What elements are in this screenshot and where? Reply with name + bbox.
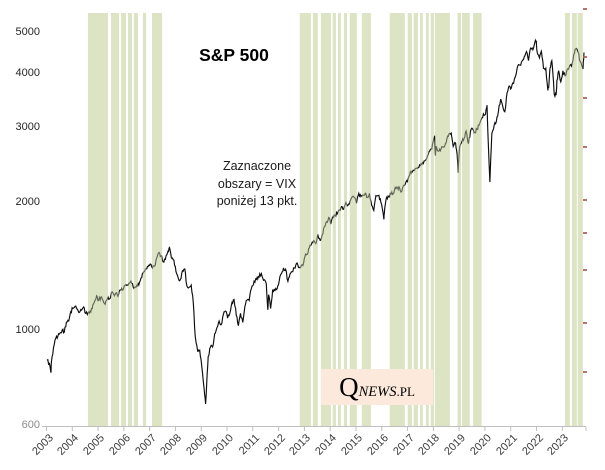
- annotation-line-3: poniżej 13 pkt.: [216, 194, 298, 208]
- vix-band: [349, 13, 357, 426]
- vix-band: [332, 13, 336, 426]
- vix-band: [133, 13, 138, 426]
- vix-band: [361, 13, 371, 426]
- vix-band: [413, 13, 418, 426]
- vix-band: [111, 13, 119, 426]
- right-axis-mark: [583, 371, 587, 373]
- chart-title: S&P 500: [199, 45, 269, 65]
- annotation-vix-note: Zaznaczone obszary = VIX poniżej 13 pkt.: [198, 158, 316, 211]
- vix-band: [571, 13, 577, 426]
- vix-band: [143, 13, 147, 426]
- y-tick-label-2000: 2000: [15, 195, 40, 208]
- vix-band: [420, 13, 423, 426]
- y-tick-label-600: 600: [21, 419, 40, 431]
- vix-band: [473, 13, 482, 426]
- vix-band: [121, 13, 126, 426]
- vix-band: [133, 13, 138, 426]
- right-axis-mark: [583, 232, 587, 234]
- vix-band: [462, 13, 470, 426]
- y-tick-label-1000: 1000: [15, 324, 40, 337]
- vix-bands: [88, 13, 583, 426]
- vix-band: [312, 13, 318, 426]
- vix-band: [111, 13, 119, 426]
- vix-band: [425, 13, 429, 426]
- vix-band: [462, 13, 470, 426]
- vix-band: [338, 13, 341, 426]
- vix-band: [143, 13, 147, 426]
- right-axis-mark: [583, 56, 587, 58]
- vix-band: [299, 13, 311, 426]
- vix-band: [332, 13, 336, 426]
- right-axis-mark: [583, 8, 587, 10]
- right-axis-mark: [583, 199, 587, 201]
- y-tick-label-4000: 4000: [15, 67, 40, 80]
- vix-band: [299, 13, 311, 426]
- vix-band: [343, 13, 347, 426]
- vix-band: [577, 13, 583, 426]
- vix-band: [389, 13, 405, 426]
- vix-band: [88, 13, 108, 426]
- vix-band: [312, 13, 318, 426]
- vix-band: [343, 13, 347, 426]
- vix-band: [88, 13, 108, 426]
- vix-band: [407, 13, 412, 426]
- vix-band: [128, 13, 132, 426]
- vix-band: [430, 13, 434, 426]
- right-axis-mark: [583, 322, 587, 324]
- x-axis: [42, 426, 587, 431]
- right-axis-mark: [583, 269, 587, 271]
- watermark-q: Q: [339, 372, 359, 402]
- vix-band: [430, 13, 434, 426]
- vix-band: [571, 13, 577, 426]
- vix-band: [407, 13, 412, 426]
- vix-band: [564, 13, 570, 426]
- vix-band: [320, 13, 331, 426]
- vix-band: [577, 13, 583, 426]
- vix-band: [425, 13, 429, 426]
- watermark-news: NEWS: [358, 384, 397, 400]
- vix-band: [361, 13, 371, 426]
- vix-band: [473, 13, 482, 426]
- vix-band: [564, 13, 570, 426]
- watermark-pl: .PL: [396, 384, 415, 399]
- vix-bands-tint-overlay: [88, 13, 583, 426]
- vix-band: [338, 13, 341, 426]
- y-tick-label-3000: 3000: [15, 120, 40, 133]
- vix-band: [152, 13, 163, 426]
- y-tick-label-5000: 5000: [15, 25, 40, 38]
- vix-band: [349, 13, 357, 426]
- vix-band: [457, 13, 461, 426]
- annotation-line-2: obszary = VIX: [217, 176, 297, 191]
- right-axis-mark: [583, 146, 587, 148]
- vix-band: [420, 13, 423, 426]
- right-axis-mark: [583, 97, 587, 99]
- vix-band: [121, 13, 126, 426]
- vix-band: [434, 13, 450, 426]
- vix-band: [413, 13, 418, 426]
- annotation-line-1: Zaznaczone: [222, 159, 292, 173]
- vix-band: [128, 13, 132, 426]
- vix-band: [389, 13, 405, 426]
- watermark-qnews: Q NEWS .PL: [321, 369, 433, 405]
- vix-band: [320, 13, 331, 426]
- vix-band: [457, 13, 461, 426]
- vix-band: [152, 13, 163, 426]
- vix-band: [434, 13, 450, 426]
- sp500-price-line: [46, 38, 585, 404]
